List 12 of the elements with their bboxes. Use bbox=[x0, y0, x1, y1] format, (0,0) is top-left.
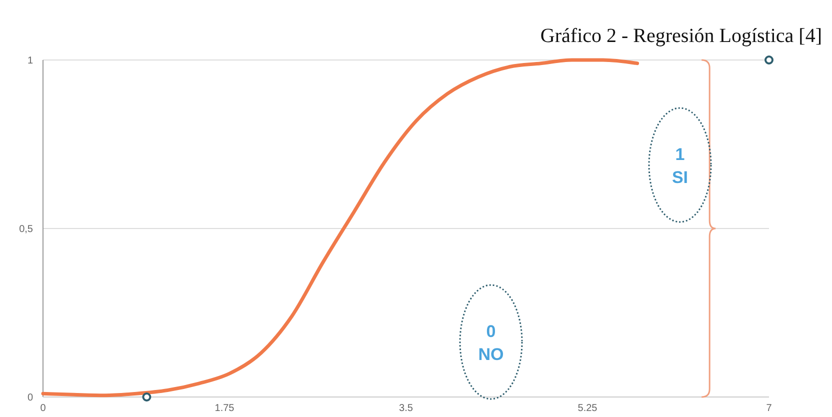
y-tick-label: 0 bbox=[27, 392, 34, 404]
line-series bbox=[41, 58, 640, 398]
annotation: 0 NO bbox=[478, 322, 504, 364]
x-tick-label: 3.5 bbox=[399, 403, 414, 414]
x-tick-label: 0 bbox=[40, 403, 46, 414]
x-tick-label: 1.75 bbox=[214, 403, 235, 414]
y-tick-label: 0,5 bbox=[19, 224, 34, 235]
x-tick-label: 5.25 bbox=[578, 403, 598, 414]
y-tick-label: 1 bbox=[27, 56, 34, 66]
x-tick-label: 7 bbox=[766, 403, 772, 414]
chart-title: Gráfico 2 - Regresión Logística [4] bbox=[540, 25, 822, 47]
annotation: 1 SI bbox=[672, 144, 688, 187]
